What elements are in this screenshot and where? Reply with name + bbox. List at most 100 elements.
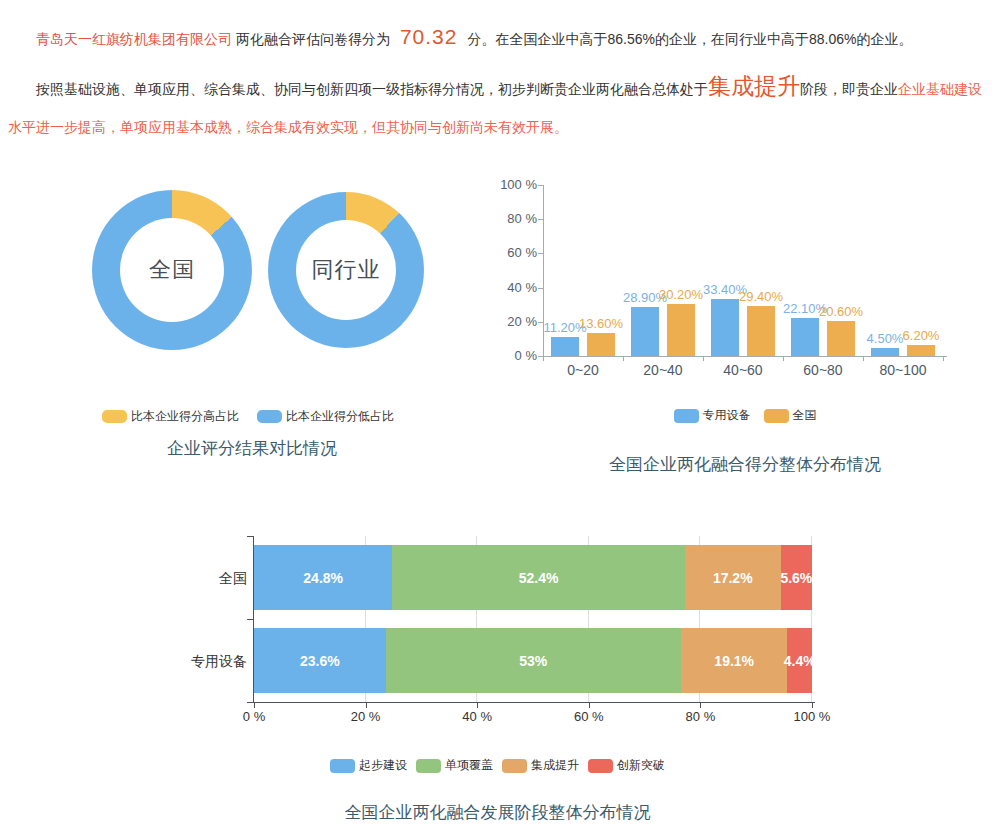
legend-label: 全国	[793, 407, 817, 424]
x-category-label: 20~40	[623, 362, 703, 378]
bar-segment	[631, 307, 659, 356]
bar-segment	[551, 337, 579, 356]
legend-item[interactable]: 起步建设	[330, 757, 407, 774]
stacked-bar-row: 24.8% 52.4% 17.2% 5.6%	[254, 545, 812, 610]
bar-segment	[791, 318, 819, 356]
donut-industry: 同行业	[268, 192, 424, 348]
segment-value-label: 17.2%	[713, 570, 753, 586]
donut-national-label: 全国	[149, 255, 195, 285]
x-category-label: 60~80	[783, 362, 863, 378]
legend-item[interactable]: 单项覆盖	[416, 757, 493, 774]
segment-value-label: 19.1%	[714, 653, 754, 669]
y-axis-label: 40 %	[495, 280, 537, 295]
score-summary: 青岛天一红旗纺机集团有限公司 两化融合评估问卷得分为70.32分。在全国企业中高…	[8, 22, 992, 54]
x-axis-tick	[543, 356, 544, 361]
y-axis-label: 0 %	[495, 348, 537, 363]
segment-value-label: 5.6%	[780, 570, 812, 586]
segment-value-label: 53%	[519, 653, 547, 669]
x-axis-tick	[812, 702, 813, 708]
legend-swatch-icon	[257, 410, 282, 423]
x-axis-tick	[589, 702, 590, 708]
y-axis-label: 80 %	[495, 211, 537, 226]
y-axis-label: 60 %	[495, 245, 537, 260]
segment-value-label: 52.4%	[519, 570, 559, 586]
legend-label: 比本企业得分高占比	[131, 408, 239, 425]
segment-value-label: 23.6%	[300, 653, 340, 669]
x-axis-tick	[623, 356, 624, 361]
bar-segment	[871, 348, 899, 356]
bar-value-label: 6.20%	[889, 328, 953, 343]
bar-segment	[747, 306, 775, 356]
x-axis-tick	[700, 702, 701, 708]
bar-chart-title: 全国企业两化融合得分整体分布情况	[495, 453, 995, 476]
y-axis-tick	[247, 619, 253, 620]
stage-name: 集成提升	[708, 73, 800, 99]
legend-item[interactable]: 比本企业得分低占比	[257, 408, 394, 425]
x-axis-tick	[943, 356, 944, 361]
x-category-label: 0~20	[543, 362, 623, 378]
x-category-label: 40~60	[703, 362, 783, 378]
segment-value-label: 4.4%	[784, 653, 816, 669]
legend-item[interactable]: 集成提升	[502, 757, 579, 774]
x-axis-tick	[703, 356, 704, 361]
legend-swatch-icon	[330, 759, 355, 773]
legend-swatch-icon	[416, 759, 441, 773]
analysis-mid: 阶段，即贵企业	[800, 81, 898, 97]
bar-segment: 23.6%	[254, 628, 386, 693]
y-category-label: 专用设备	[147, 653, 247, 671]
report-page: 青岛天一红旗纺机集团有限公司 两化融合评估问卷得分为70.32分。在全国企业中高…	[0, 0, 995, 829]
bar-plot-area: 0 %20 %40 %60 %80 %100 %0~2020~4040~6060…	[495, 165, 995, 400]
score-prefix: 两化融合评估问卷得分为	[236, 31, 390, 47]
bar-segment	[907, 345, 935, 356]
donut-national: 全国	[92, 190, 252, 350]
stacked-bar-row: 23.6% 53% 19.1% 4.4%	[254, 628, 812, 693]
legend-label: 起步建设	[359, 757, 407, 774]
bar-value-label: 29.40%	[729, 289, 793, 304]
x-axis-tick	[366, 702, 367, 708]
bar-segment: 24.8%	[254, 545, 392, 610]
bar-legend: 专用设备 全国	[495, 407, 995, 424]
stage-distribution-chart: 24.8%52.4%17.2%5.6%23.6%53%19.1%4.4%0 %2…	[0, 520, 995, 829]
y-axis-tick	[247, 536, 253, 537]
bar-value-label: 30.20%	[649, 287, 713, 302]
bar-segment	[667, 304, 695, 356]
score-suffix: 分。在全国企业中高于86.56%的企业，在同行业中高于88.06%的企业。	[467, 31, 912, 47]
legend-swatch-icon	[674, 409, 699, 423]
legend-swatch-icon	[588, 759, 613, 773]
legend-item[interactable]: 专用设备	[674, 407, 751, 424]
legend-item[interactable]: 创新突破	[588, 757, 665, 774]
legend-swatch-icon	[102, 410, 127, 423]
donut-legend: 比本企业得分高占比 比本企业得分低占比	[102, 408, 394, 425]
x-axis-label: 80 %	[665, 709, 735, 724]
legend-swatch-icon	[764, 409, 789, 423]
donut-industry-label: 同行业	[312, 255, 381, 285]
segment-value-label: 24.8%	[303, 570, 343, 586]
bar-segment: 53%	[386, 628, 681, 693]
x-axis-label: 20 %	[331, 709, 401, 724]
stacked-plot-area: 24.8%52.4%17.2%5.6%23.6%53%19.1%4.4%0 %2…	[0, 520, 995, 755]
bar-segment: 4.4%	[787, 628, 812, 693]
bar-segment	[587, 333, 615, 356]
legend-item[interactable]: 全国	[764, 407, 817, 424]
y-axis-tick	[538, 253, 543, 254]
score-distribution-chart: 0 %20 %40 %60 %80 %100 %0~2020~4040~6060…	[495, 165, 995, 475]
x-axis-label: 40 %	[442, 709, 512, 724]
bar-segment: 17.2%	[685, 545, 781, 610]
y-axis-tick	[538, 288, 543, 289]
company-name: 青岛天一红旗纺机集团有限公司	[36, 31, 232, 47]
x-category-label: 80~100	[863, 362, 943, 378]
x-axis-tick	[863, 356, 864, 361]
bar-segment: 19.1%	[681, 628, 787, 693]
donut-chart-title: 企业评分结果对比情况	[0, 437, 504, 460]
analysis-lead: 按照基础设施、单项应用、综合集成、协同与创新四项一级指标得分情况，初步判断贵企业…	[36, 81, 708, 97]
legend-label: 单项覆盖	[445, 757, 493, 774]
legend-item[interactable]: 比本企业得分高占比	[102, 408, 239, 425]
y-category-label: 全国	[147, 570, 247, 588]
x-axis-line	[253, 702, 815, 703]
y-axis-tick	[538, 219, 543, 220]
legend-label: 专用设备	[703, 407, 751, 424]
y-axis-line	[253, 536, 254, 703]
y-axis-label: 100 %	[495, 177, 537, 192]
donut-comparison-chart: 全国 同行业 比本企业得分高占比 比本企业得分低占比 企业评分结果对比情况	[0, 165, 504, 475]
y-axis-tick	[538, 185, 543, 186]
